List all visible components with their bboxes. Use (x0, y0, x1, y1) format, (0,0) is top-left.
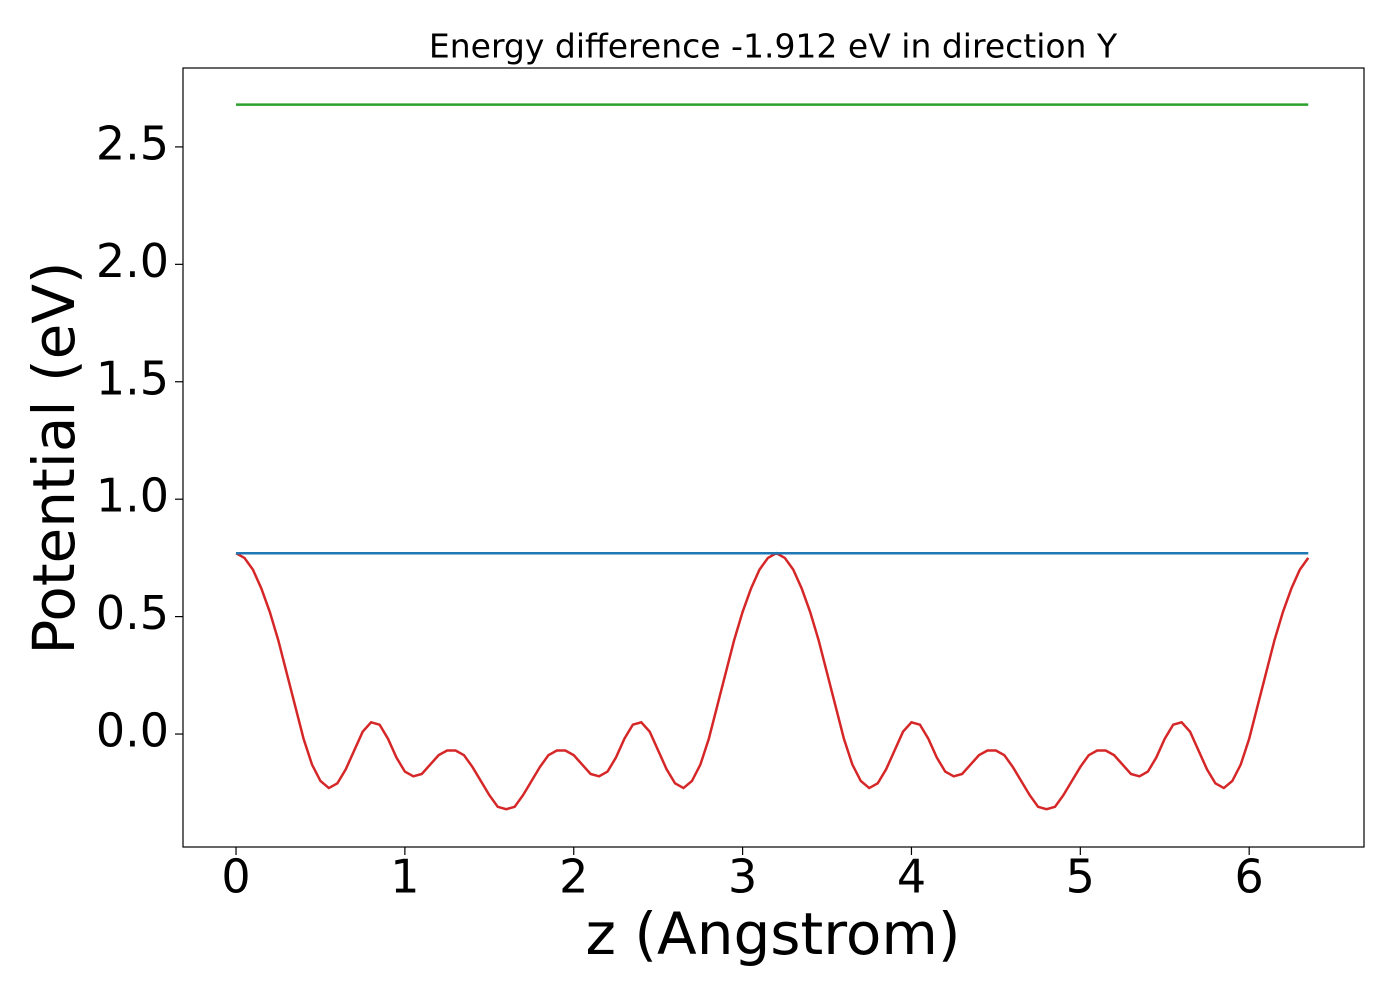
x-tick-label: 0 (221, 850, 250, 904)
x-tick-label: 6 (1235, 850, 1264, 904)
x-tick-label: 3 (728, 850, 757, 904)
x-tick-label: 2 (559, 850, 588, 904)
chart-title: Energy difference -1.912 eV in direction… (429, 27, 1118, 66)
line-series (235, 551, 1310, 811)
x-tick-label: 1 (390, 850, 419, 904)
y-tick-label: 0.5 (96, 586, 169, 640)
x-tick-label: 5 (1066, 850, 1095, 904)
y-tick-label: 0.0 (96, 704, 169, 758)
plot-frame (182, 67, 1365, 848)
x-tick-label: 4 (897, 850, 926, 904)
x-axis-label: z (Angstrom) (586, 900, 961, 968)
y-tick-label: 1.0 (96, 469, 169, 523)
y-tick-label: 2.0 (96, 234, 169, 288)
y-tick-label: 2.5 (96, 116, 169, 170)
y-axis-label: Potential (eV) (20, 261, 88, 654)
y-tick-label: 1.5 (96, 351, 169, 405)
